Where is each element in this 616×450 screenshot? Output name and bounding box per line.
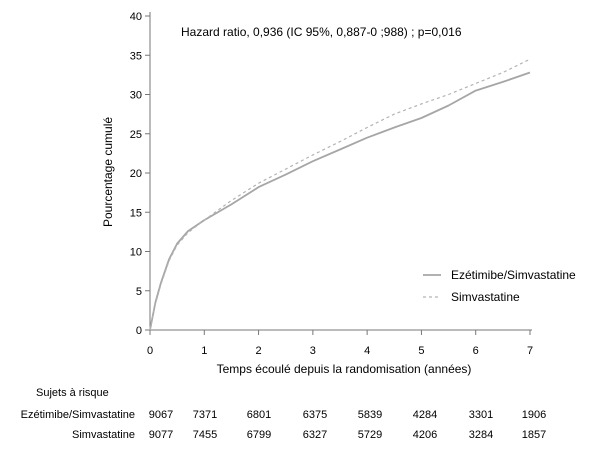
legend: Ezétimibe/Simvastatine Simvastatine — [423, 268, 576, 304]
y-axis-ticks: 0 5 10 15 20 25 30 35 40 — [130, 11, 150, 337]
y-tick-label: 10 — [130, 247, 142, 259]
risk-cell: 4206 — [413, 429, 437, 441]
risk-cell: 3301 — [469, 409, 493, 421]
risk-cell: 6799 — [247, 429, 271, 441]
y-tick-label: 40 — [130, 11, 142, 23]
risk-table: Sujets à risque Ezétimibe/Simvastatine 90… — [21, 387, 547, 441]
y-tick-label: 35 — [130, 50, 142, 62]
hazard-ratio-annotation: Hazard ratio, 0,936 (IC 95%, 0,887-0 ;98… — [181, 25, 462, 39]
y-tick-label: 25 — [130, 129, 142, 141]
risk-row-label: Simvastatine — [72, 429, 135, 441]
x-axis-title: Temps écoulé depuis la randomisation (an… — [217, 362, 472, 376]
x-axis-ticks: 0 1 2 3 4 5 6 7 — [147, 330, 533, 357]
risk-cell: 1857 — [522, 429, 546, 441]
legend-label: Ezétimibe/Simvastatine — [451, 268, 576, 282]
risk-cell: 5729 — [358, 429, 382, 441]
x-tick-label: 5 — [418, 345, 424, 357]
y-tick-label: 30 — [130, 90, 142, 102]
risk-cell: 6327 — [303, 429, 327, 441]
risk-cell: 3284 — [469, 429, 493, 441]
risk-cell: 1906 — [522, 409, 546, 421]
series-line-2 — [149, 58, 531, 331]
y-tick-label: 20 — [130, 168, 142, 180]
risk-cell: 7371 — [193, 409, 217, 421]
axes — [146, 12, 532, 335]
x-tick-label: 0 — [147, 345, 153, 357]
risk-cell: 6801 — [247, 409, 271, 421]
y-tick-label: 15 — [130, 207, 142, 219]
x-tick-label: 6 — [473, 345, 479, 357]
x-tick-label: 1 — [201, 345, 207, 357]
legend-label: Simvastatine — [451, 290, 520, 304]
risk-cell: 7455 — [193, 429, 217, 441]
risk-cell: 6375 — [303, 409, 327, 421]
series-lines — [149, 58, 531, 331]
y-tick-label: 5 — [136, 286, 142, 298]
y-axis-title: Pourcentage cumulé — [101, 117, 115, 227]
x-tick-label: 2 — [256, 345, 262, 357]
x-tick-label: 7 — [527, 345, 533, 357]
y-tick-label: 0 — [136, 325, 142, 337]
risk-table-header: Sujets à risque — [36, 387, 109, 399]
risk-cell: 4284 — [413, 409, 437, 421]
risk-cell: 9077 — [149, 429, 173, 441]
risk-cell: 5839 — [358, 409, 382, 421]
risk-row-label: Ezétimibe/Simvastatine — [21, 409, 135, 421]
risk-cell: 9067 — [149, 409, 173, 421]
series-line-1 — [149, 71, 531, 331]
x-tick-label: 4 — [364, 345, 370, 357]
x-tick-label: 3 — [310, 345, 316, 357]
